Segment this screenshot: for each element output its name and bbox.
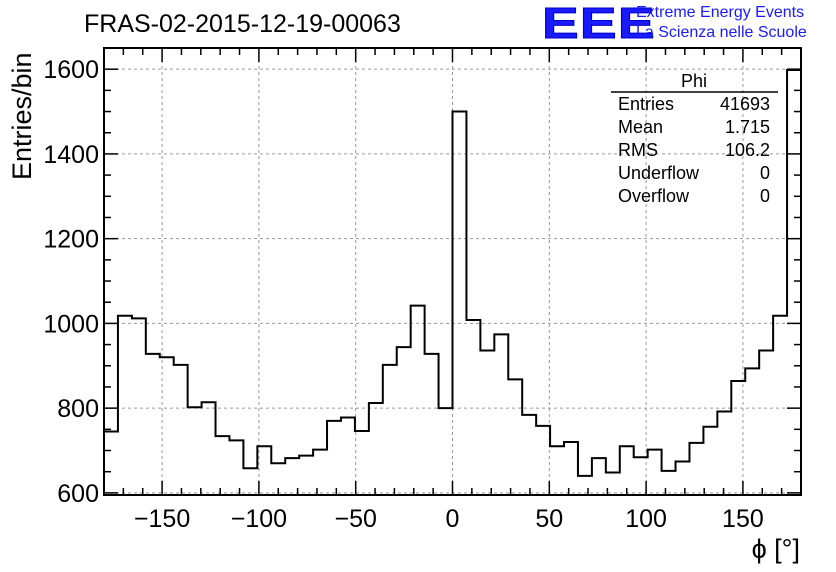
chart-title: FRAS-02-2015-12-19-00063 bbox=[84, 10, 401, 38]
stats-label: RMS bbox=[618, 140, 658, 160]
y-tick-label: 1200 bbox=[43, 226, 99, 254]
stats-label: Underflow bbox=[618, 163, 700, 183]
stats-value: 106.2 bbox=[725, 140, 770, 160]
stats-label: Overflow bbox=[618, 186, 690, 206]
y-tick-labels: 600 800 1000 1200 1400 1600 bbox=[43, 56, 99, 508]
x-axis-label: ϕ [°] bbox=[752, 534, 800, 564]
x-tick-label: 100 bbox=[625, 505, 667, 533]
x-tick-label: −50 bbox=[334, 505, 376, 533]
stats-value: 0 bbox=[760, 163, 770, 183]
eee-logo-caption: Extreme Energy Events La Scienza nelle S… bbox=[636, 3, 807, 43]
x-tick-label: 150 bbox=[722, 505, 764, 533]
stats-label: Entries bbox=[618, 94, 674, 114]
x-tick-label: 50 bbox=[535, 505, 563, 533]
eee-logo: EEE bbox=[541, 0, 656, 48]
logo-line-1: Extreme Energy Events bbox=[636, 4, 805, 21]
y-tick-label: 600 bbox=[57, 480, 99, 508]
y-tick-label: 1000 bbox=[43, 310, 99, 338]
y-tick-label: 1600 bbox=[43, 56, 99, 84]
stats-rows: Entries 41693 Mean 1.715 RMS 106.2 Underflow 0 O… bbox=[618, 94, 770, 206]
stats-label: Mean bbox=[618, 117, 663, 137]
y-tick-label: 1400 bbox=[43, 141, 99, 169]
y-tick-label: 800 bbox=[57, 395, 99, 423]
x-tick-label: 0 bbox=[446, 505, 460, 533]
x-tick-label: −100 bbox=[231, 505, 287, 533]
stats-value: 1.715 bbox=[725, 117, 770, 137]
x-tick-label: −150 bbox=[134, 505, 190, 533]
stats-title: Phi bbox=[681, 71, 707, 91]
y-axis-label: Entries/bin bbox=[7, 52, 37, 180]
histogram-line bbox=[104, 69, 801, 477]
stats-box: Phi Entries 41693 Mean 1.715 RMS 106.2 Underfl… bbox=[611, 71, 778, 206]
stats-value: 0 bbox=[760, 186, 770, 206]
stats-value: 41693 bbox=[720, 94, 770, 114]
x-tick-labels: −150 −100 −50 0 50 100 150 bbox=[134, 505, 764, 533]
logo-line-2: La Scienza nelle Scuole bbox=[636, 24, 807, 41]
axis-ticks bbox=[103, 47, 802, 495]
